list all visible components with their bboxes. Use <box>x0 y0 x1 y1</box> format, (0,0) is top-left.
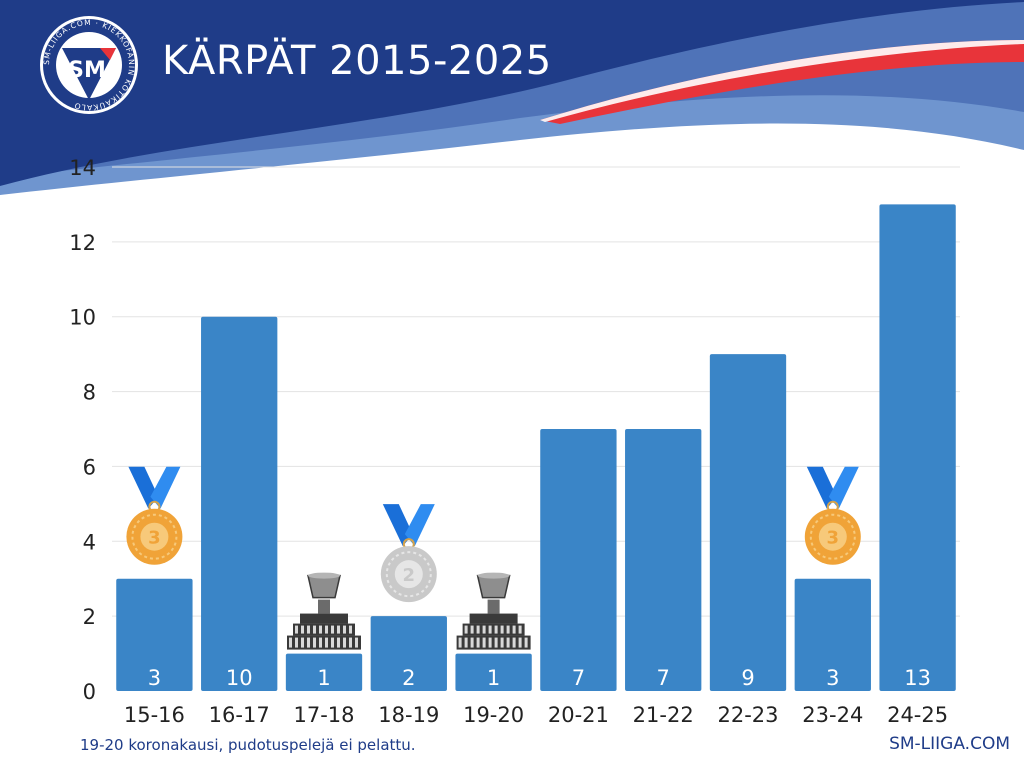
bar-20-21 <box>540 429 617 691</box>
data-label: 3 <box>148 666 161 690</box>
x-tick-label: 21-22 <box>633 703 694 727</box>
sm-liiga-logo: SM SM-LIIGA.COM · KIEKKOFANIN KOTIKAUKAL… <box>40 16 138 114</box>
bar-21-22 <box>625 429 702 691</box>
y-tick-label: 2 <box>83 605 96 629</box>
x-tick-label: 16-17 <box>209 703 270 727</box>
trophy-icon <box>287 572 361 650</box>
bronze-medal-icon: 3 <box>804 466 861 565</box>
data-label: 2 <box>402 666 415 690</box>
y-tick-label: 8 <box>83 381 96 405</box>
bronze-medal-icon: 3 <box>126 466 183 565</box>
data-label: 9 <box>741 666 754 690</box>
page-title: KÄRPÄT 2015-2025 <box>162 38 552 84</box>
bar-16-17 <box>201 316 278 691</box>
y-tick-label: 4 <box>83 530 96 554</box>
y-tick-label: 10 <box>69 306 96 330</box>
y-tick-label: 14 <box>69 156 96 180</box>
banner-dark-wave <box>0 0 1024 186</box>
logo-text: SM <box>68 58 106 83</box>
data-label: 1 <box>487 666 500 690</box>
x-tick-label: 17-18 <box>293 703 354 727</box>
y-tick-label: 12 <box>69 231 96 255</box>
bar-18-19 <box>370 616 447 691</box>
x-tick-label: 24-25 <box>887 703 948 727</box>
x-tick-label: 23-24 <box>802 703 863 727</box>
medal-number: 2 <box>403 565 416 586</box>
y-tick-label: 0 <box>83 680 96 704</box>
x-tick-label: 19-20 <box>463 703 524 727</box>
data-label: 13 <box>904 666 931 690</box>
data-label: 3 <box>826 666 839 690</box>
header-banner <box>0 0 1024 195</box>
data-label: 7 <box>657 666 670 690</box>
bar-19-20 <box>455 653 532 691</box>
footnote: 19-20 koronakausi, pudotuspelejä ei pela… <box>80 736 416 754</box>
x-tick-label: 18-19 <box>378 703 439 727</box>
data-label: 10 <box>226 666 253 690</box>
x-tick-label: 20-21 <box>548 703 609 727</box>
x-tick-label: 22-23 <box>717 703 778 727</box>
data-label: 7 <box>572 666 585 690</box>
trophy-icon <box>456 572 531 650</box>
bar-17-18 <box>285 653 363 691</box>
bar-23-24 <box>794 578 871 691</box>
x-tick-label: 15-16 <box>124 703 185 727</box>
silver-medal-icon: 2 <box>380 504 437 603</box>
bar-24-25 <box>879 204 956 691</box>
medal-number: 3 <box>148 528 161 549</box>
banner-red-stripe <box>540 40 1024 124</box>
site-label: SM-LIIGA.COM <box>889 734 1010 754</box>
y-tick-label: 6 <box>83 455 96 479</box>
medal-number: 3 <box>827 528 840 549</box>
data-label: 1 <box>317 666 330 690</box>
bar-22-23 <box>709 354 787 691</box>
bar-15-16 <box>116 578 193 691</box>
